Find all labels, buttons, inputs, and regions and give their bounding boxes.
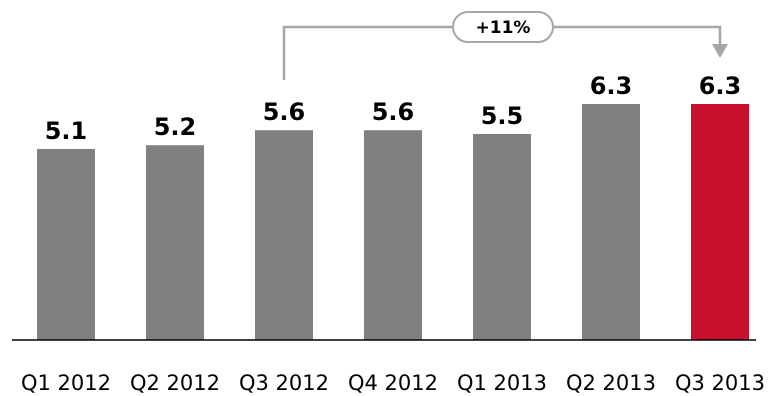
callout-arrowhead <box>712 44 728 58</box>
bar-q2-2012 <box>146 145 204 340</box>
callout-pill <box>452 11 554 43</box>
x-tick-label: Q1 2013 <box>457 371 547 395</box>
x-tick-label: Q2 2012 <box>130 371 220 395</box>
data-label: 5.6 <box>372 98 415 126</box>
callout-label: +11% <box>476 18 531 38</box>
data-label: 5.1 <box>45 117 88 145</box>
data-label: 5.2 <box>154 113 197 141</box>
x-tick-labels-group: Q1 2012 Q2 2012 Q3 2012 Q4 2012 Q1 2013 Q2 20… <box>21 371 765 395</box>
x-tick-label: Q1 2012 <box>21 371 111 395</box>
data-label: 5.6 <box>263 98 306 126</box>
x-tick-label: Q4 2012 <box>348 371 438 395</box>
bar-q1-2013 <box>473 133 531 340</box>
bar-q2-2013 <box>582 104 640 340</box>
x-tick-label: Q3 2013 <box>675 371 765 395</box>
value-labels-group: 5.1 5.2 5.6 5.6 5.5 6.3 6.3 <box>45 72 742 145</box>
data-label: 6.3 <box>699 72 742 100</box>
bar-q3-2012 <box>255 130 313 340</box>
x-tick-label: Q2 2013 <box>566 371 656 395</box>
growth-callout: +11% <box>282 11 728 80</box>
bar-q4-2012 <box>364 130 422 340</box>
x-tick-label: Q3 2012 <box>239 371 329 395</box>
data-label: 6.3 <box>590 72 633 100</box>
data-label: 5.5 <box>481 102 524 130</box>
bar-q1-2012 <box>37 148 95 340</box>
bar-q3-2013 <box>691 104 749 340</box>
bars-group <box>37 104 749 340</box>
